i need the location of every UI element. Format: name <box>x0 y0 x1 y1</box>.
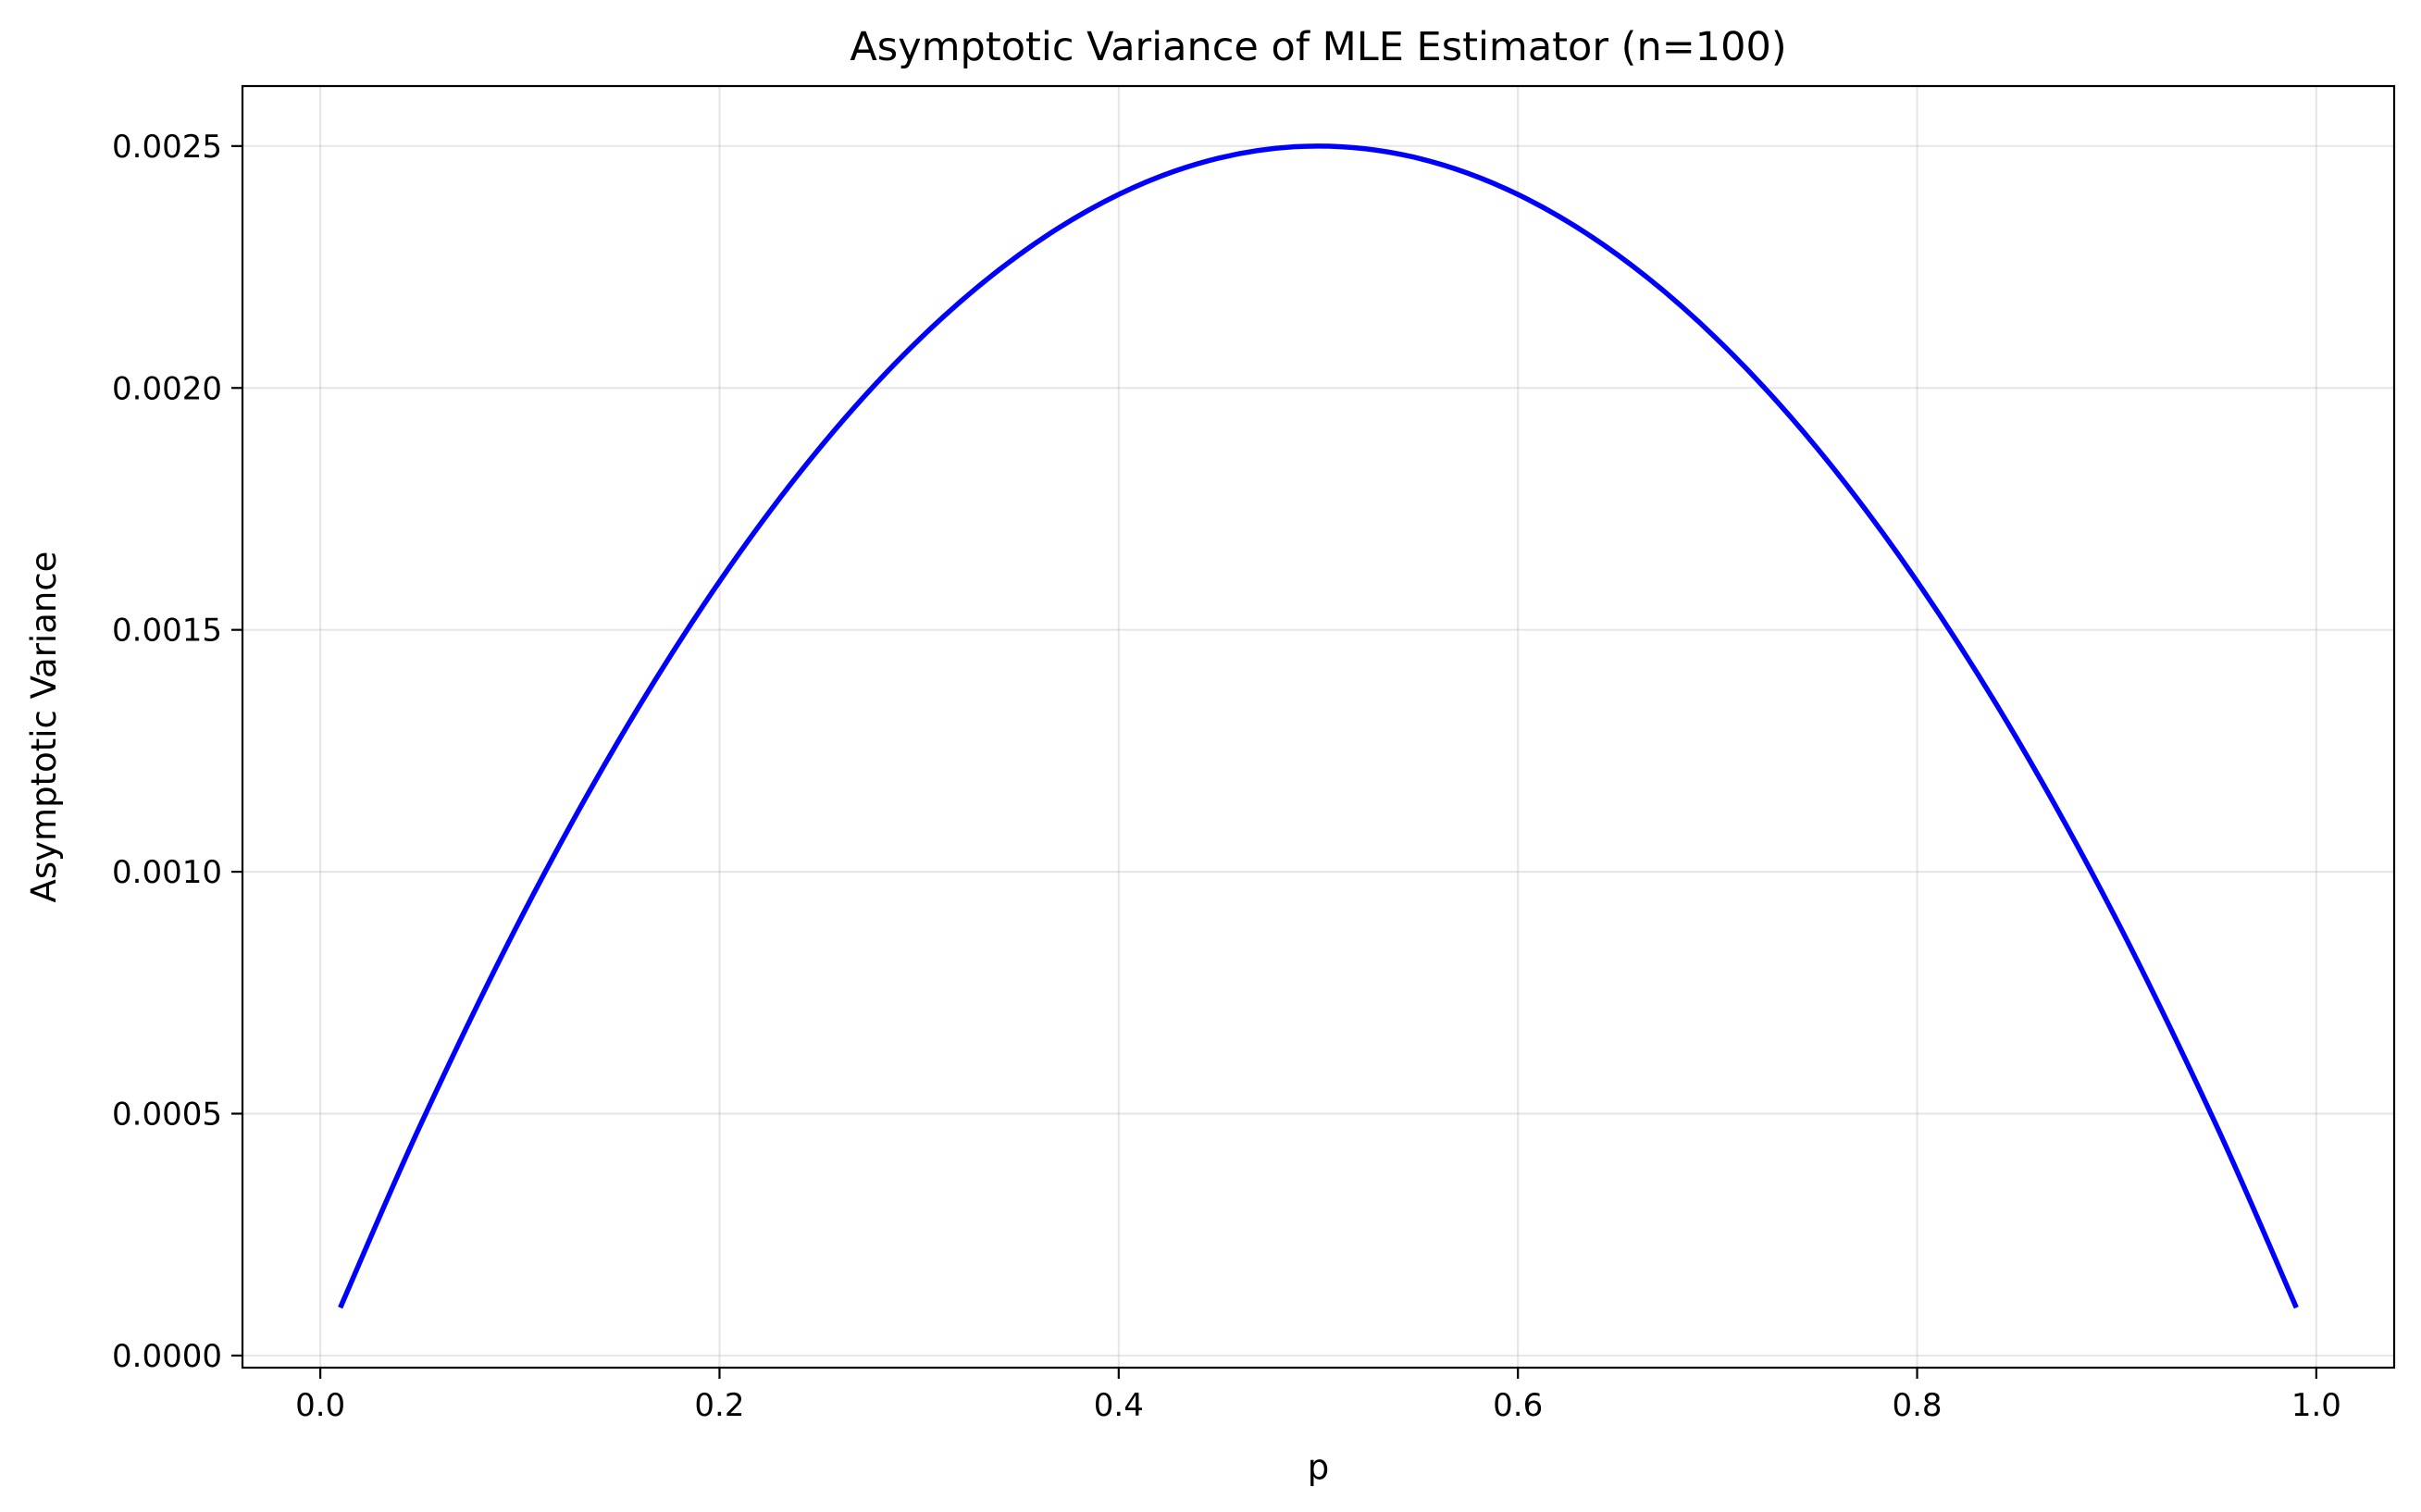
x-tick-label: 1.0 <box>2291 1387 2341 1424</box>
x-tick-label: 0.0 <box>295 1387 345 1424</box>
series-line <box>338 143 2299 1309</box>
x-tick-label: 0.2 <box>694 1387 744 1424</box>
plot-frame <box>241 84 2396 1369</box>
series-layer <box>338 143 2299 1309</box>
y-tick-label: 0.0005 <box>112 1097 222 1134</box>
y-tick-label: 0.0025 <box>112 129 222 166</box>
axis-ticks: 0.0 0.2 0.4 0.6 0.8 1.0 0.0000 0.0005 0.0010 0.00… <box>112 129 2341 1424</box>
y-tick-label: 0.0020 <box>112 370 222 407</box>
y-tick-label: 0.0000 <box>112 1338 222 1375</box>
x-tick-label: 0.4 <box>1094 1387 1144 1424</box>
grid <box>242 86 2394 1368</box>
x-tick-label: 0.8 <box>1892 1387 1942 1424</box>
y-tick-label: 0.0015 <box>112 613 222 650</box>
y-tick-label: 0.0010 <box>112 854 222 891</box>
y-axis-label: Asymptotic Variance <box>24 552 64 903</box>
chart-title: Asymptotic Variance of MLE Estimator (n=… <box>850 24 1786 70</box>
x-axis-label: p <box>1308 1447 1330 1487</box>
x-tick-label: 0.6 <box>1493 1387 1543 1424</box>
